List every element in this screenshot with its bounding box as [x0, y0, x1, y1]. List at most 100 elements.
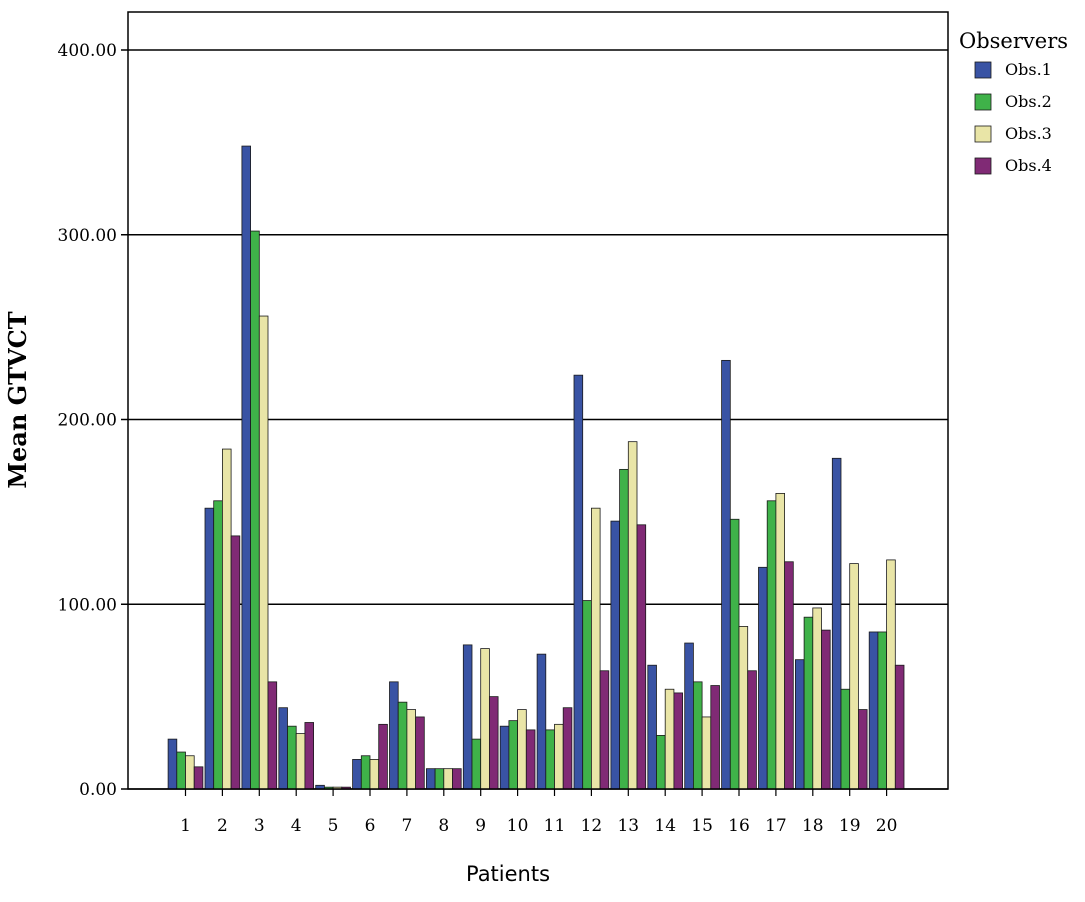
- bar-patient-18-obs4: [821, 629, 831, 790]
- x-tick-label: 3: [254, 816, 265, 836]
- bar-patient-8-obs3: [443, 768, 453, 790]
- bar-patient-20-obs2: [877, 631, 888, 790]
- bar-patient-6-obs1: [352, 759, 362, 790]
- bar-patient-18-obs3: [812, 607, 822, 790]
- plot-frame: [127, 11, 949, 790]
- bar-patient-16-obs3: [738, 626, 749, 790]
- bar-patient-13-obs3: [627, 441, 638, 790]
- y-tick-label: 400.00: [58, 41, 117, 61]
- x-tick-labels: 1 2 3 4 5 6 7 8 9 10 11 12 13 14 15 16 17 18 19 20: [180, 789, 897, 836]
- y-tick-label: 300.00: [58, 226, 117, 246]
- x-tick-label: 15: [691, 816, 713, 836]
- bar-patient-2-obs4: [230, 535, 241, 790]
- bar-patient-8-obs1: [425, 768, 436, 790]
- bar-patient-14-obs2: [656, 735, 666, 790]
- bar-patient-11-obs1: [536, 653, 547, 790]
- x-tick-label: 13: [617, 816, 639, 836]
- bar-patient-3-obs3: [258, 315, 269, 790]
- bar-patient-18-obs1: [795, 659, 805, 790]
- bar-patient-13-obs1: [610, 520, 621, 790]
- bar-patient-2-obs1: [204, 507, 215, 790]
- bar-patient-16-obs2: [729, 518, 740, 790]
- bar-patient-8-obs2: [434, 768, 445, 790]
- x-tick-label: 12: [581, 816, 603, 836]
- x-tick-label: 4: [291, 816, 302, 836]
- legend-swatch-obs2: [974, 93, 992, 111]
- bar-patient-9-obs3: [480, 648, 490, 790]
- bar-patient-10-obs4: [525, 729, 536, 790]
- bar-patient-7-obs4: [415, 716, 425, 790]
- bar-patient-20-obs1: [868, 631, 879, 790]
- bar-patient-13-obs4: [636, 524, 647, 790]
- legend-label-obs2: Obs.2: [1005, 92, 1052, 111]
- bar-patient-20-obs4: [894, 664, 905, 790]
- bar-patient-3-obs1: [241, 145, 251, 790]
- bar-patient-13-obs2: [619, 468, 629, 790]
- y-tick-labels: 0.00 100.00 200.00 300.00 400.00: [58, 41, 128, 800]
- bar-patient-8-obs4: [452, 768, 462, 790]
- x-tick-label: 20: [876, 816, 898, 836]
- legend-swatch-obs1: [974, 61, 992, 79]
- y-tick-label: 100.00: [58, 595, 117, 615]
- bar-patient-7-obs2: [397, 701, 408, 790]
- bar-patient-15-obs4: [710, 685, 720, 790]
- bar-patient-10-obs1: [499, 725, 510, 790]
- x-tick-label: 9: [475, 816, 486, 836]
- bar-patient-3-obs4: [267, 681, 278, 790]
- bars: [167, 145, 905, 790]
- bar-patient-6-obs2: [360, 755, 371, 790]
- bar-patient-11-obs3: [554, 723, 564, 790]
- bar-patient-11-obs2: [545, 729, 555, 790]
- bar-patient-14-obs3: [664, 688, 675, 790]
- bar-patient-6-obs3: [369, 759, 380, 790]
- x-tick-label: 5: [328, 816, 339, 836]
- x-tick-label: 8: [438, 816, 449, 836]
- bar-patient-4-obs4: [304, 722, 314, 790]
- legend-label-obs3: Obs.3: [1005, 124, 1052, 143]
- x-tick-label: 1: [180, 816, 191, 836]
- bar-patient-17-obs1: [758, 566, 768, 790]
- bar-patient-15-obs3: [701, 716, 712, 790]
- bar-patient-10-obs3: [517, 709, 527, 790]
- bar-patient-12-obs2: [582, 600, 592, 790]
- bar-patient-12-obs4: [599, 670, 610, 790]
- legend-label-obs1: Obs.1: [1005, 60, 1052, 79]
- legend: Observers Obs.1 Obs.2 Obs.3 Obs.4: [959, 29, 1068, 175]
- bar-patient-19-obs3: [849, 563, 859, 790]
- legend-swatch-obs3: [974, 125, 992, 143]
- y-axis-label: Mean GTVCT: [3, 311, 32, 488]
- bar-patient-18-obs2: [803, 616, 814, 790]
- bar-patient-15-obs1: [684, 642, 694, 790]
- x-tick-label: 6: [365, 816, 376, 836]
- x-tick-label: 2: [217, 816, 228, 836]
- x-tick-label: 11: [544, 816, 566, 836]
- x-axis-label: Patients: [466, 862, 550, 886]
- bar-patient-7-obs3: [406, 709, 416, 790]
- bar-patient-17-obs2: [766, 500, 777, 790]
- bar-patient-20-obs3: [886, 559, 896, 790]
- bar-patient-6-obs4: [378, 723, 388, 790]
- x-tick-label: 18: [802, 816, 824, 836]
- x-tick-label: 19: [839, 816, 861, 836]
- bar-patient-1-obs3: [185, 755, 195, 790]
- legend-swatch-obs4: [974, 157, 992, 175]
- bar-patient-9-obs4: [488, 696, 499, 790]
- bar-patient-4-obs3: [295, 733, 306, 790]
- bar-patient-1-obs4: [193, 766, 204, 790]
- x-tick-label: 16: [728, 816, 750, 836]
- x-tick-label: 14: [654, 816, 676, 836]
- bar-patient-7-obs1: [389, 681, 399, 790]
- bar-patient-4-obs2: [287, 725, 297, 790]
- bar-patient-1-obs1: [167, 738, 178, 790]
- bar-patient-15-obs2: [693, 681, 703, 790]
- bar-patient-9-obs2: [471, 738, 482, 790]
- bar-patient-14-obs1: [647, 664, 657, 790]
- bar-patient-12-obs3: [591, 507, 601, 790]
- bar-patient-9-obs1: [462, 644, 473, 790]
- y-tick-label: 200.00: [58, 411, 117, 431]
- bar-patient-16-obs1: [721, 359, 731, 790]
- bar-patient-11-obs4: [562, 707, 573, 790]
- bar-patient-1-obs2: [176, 751, 186, 790]
- bar-patient-2-obs2: [213, 500, 223, 790]
